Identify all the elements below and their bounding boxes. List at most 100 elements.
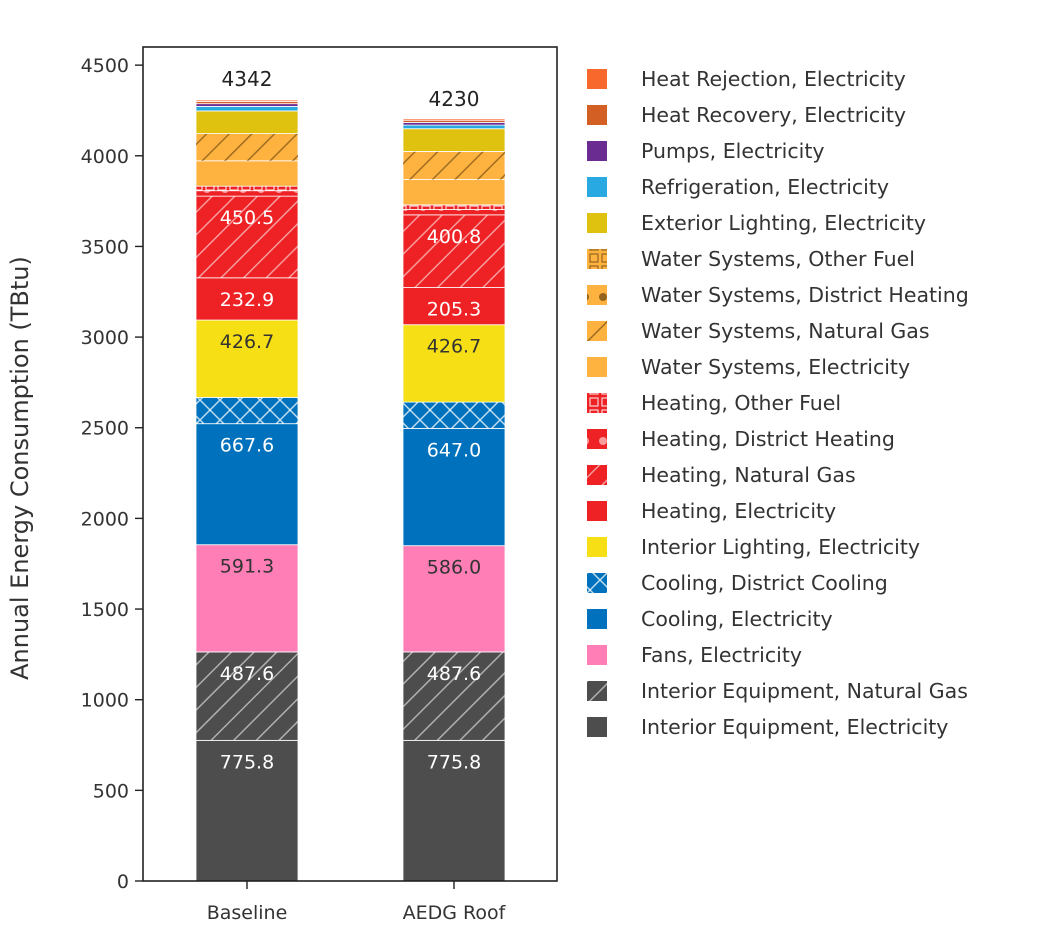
y-axis-label: Annual Energy Consumption (TBtu) (6, 256, 34, 680)
bar-segment-pattern (403, 151, 505, 180)
legend-label: Heating, Other Fuel (641, 391, 841, 415)
legend-label: Heat Recovery, Electricity (641, 103, 906, 127)
plot-frame (142, 46, 558, 882)
legend-swatch (587, 537, 607, 557)
bar-segment (195, 277, 299, 321)
legend-label: Water Systems, Natural Gas (641, 319, 930, 343)
legend-swatch (587, 69, 607, 89)
legend-item: Exterior Lighting, Electricity (587, 211, 926, 235)
bar-segment (402, 128, 506, 152)
y-tick-label: 4500 (81, 55, 129, 77)
legend-item: Interior Equipment, Electricity (587, 715, 948, 739)
legend-label: Cooling, District Cooling (641, 571, 888, 595)
legend-item: Pumps, Electricity (587, 139, 825, 163)
legend-label: Fans, Electricity (641, 643, 802, 667)
data-label: 205.3 (427, 299, 481, 321)
x-axis: Baseline AEDG Roof (207, 881, 507, 924)
legend-item: Heating, District Heating (587, 427, 895, 451)
data-label: 426.7 (427, 336, 481, 358)
bar-segment (195, 105, 299, 112)
legend-swatch-pattern (587, 465, 607, 485)
data-label: 775.8 (427, 751, 481, 773)
y-tick-label: 3500 (81, 236, 129, 258)
bar-totals: 4342 4230 (222, 67, 480, 111)
legend-swatch (587, 177, 607, 197)
data-label: 232.9 (220, 289, 274, 311)
legend-label: Pumps, Electricity (641, 139, 825, 163)
bar-total-label: 4230 (429, 87, 480, 111)
bar-segment (402, 427, 506, 547)
bar-segment (195, 544, 299, 653)
bar-total-label: 4342 (222, 67, 273, 91)
data-label: 487.6 (220, 663, 274, 685)
y-tick-label: 3000 (81, 327, 129, 349)
legend-label: Heat Rejection, Electricity (641, 67, 906, 91)
data-label: 775.8 (220, 751, 274, 773)
data-label: 400.8 (427, 226, 481, 248)
y-tick-label: 500 (93, 780, 129, 802)
y-tick-label: 0 (117, 871, 129, 893)
bar-segment (402, 324, 506, 403)
y-tick-label: 4000 (81, 146, 129, 168)
legend-swatch (587, 501, 607, 521)
legend-label: Heating, Natural Gas (641, 463, 856, 487)
legend-item: Interior Equipment, Natural Gas (587, 679, 968, 703)
legend-item: Cooling, District Cooling (587, 571, 888, 595)
bar-segment (195, 110, 299, 134)
legend-item: Water Systems, Electricity (587, 355, 910, 379)
legend-swatch-pattern (587, 249, 607, 269)
bar-segment-pattern (403, 214, 505, 288)
bar-segment-pattern (403, 204, 505, 210)
bar-segment (195, 99, 299, 102)
bar-segment (402, 287, 506, 326)
bar-segment-pattern (196, 186, 298, 191)
data-label: 586.0 (427, 557, 481, 579)
data-label: 667.6 (220, 435, 274, 457)
bars: 775.8 487.6 591.3 667.6 426.7 232.9 450.5 775.8… (195, 99, 506, 882)
bar-segment (195, 103, 299, 107)
legend-item: Cooling, Electricity (587, 607, 833, 631)
legend-item: Refrigeration, Electricity (587, 175, 889, 199)
legend-swatch-pattern (587, 429, 607, 449)
bar-segment (402, 739, 506, 882)
bar-segment (402, 545, 506, 653)
legend-swatch-pattern (587, 573, 607, 593)
legend-item: Heating, Electricity (587, 499, 836, 523)
legend-swatch (587, 645, 607, 665)
legend-item: Water Systems, Natural Gas (587, 319, 930, 343)
bar-segment-pattern (196, 397, 298, 424)
bar-segment-pattern (196, 133, 298, 161)
legend-label: Exterior Lighting, Electricity (641, 211, 926, 235)
legend-swatch-pattern (587, 321, 607, 341)
legend-swatch (587, 357, 607, 377)
legend-swatch (587, 141, 607, 161)
legend-label: Heating, District Heating (641, 427, 895, 451)
legend-label: Interior Equipment, Natural Gas (641, 679, 968, 703)
legend-item: Heating, Other Fuel (587, 391, 841, 415)
legend-swatch-pattern (587, 681, 607, 701)
legend-label: Water Systems, District Heating (641, 283, 969, 307)
data-label: 647.0 (427, 439, 481, 461)
y-tick-label: 1500 (81, 599, 129, 621)
bar-segment-pattern (403, 209, 505, 215)
legend-item: Heating, Natural Gas (587, 463, 856, 487)
bar-segment (402, 179, 506, 206)
legend-label: Cooling, Electricity (641, 607, 833, 631)
legend-label: Water Systems, Other Fuel (641, 247, 915, 271)
bar-segment-pattern (403, 402, 505, 429)
bar-segment-pattern (403, 651, 505, 741)
legend-swatch (587, 609, 607, 629)
legend-label: Refrigeration, Electricity (641, 175, 889, 199)
legend-swatch (587, 105, 607, 125)
data-label: 450.5 (220, 207, 274, 229)
legend-swatch-pattern (587, 285, 607, 305)
bar-segment-pattern (196, 190, 298, 197)
data-label: 487.6 (427, 663, 481, 685)
y-tick-label: 2000 (81, 508, 129, 530)
x-tick-label: Baseline (207, 902, 288, 924)
bar-segment-pattern (196, 196, 298, 278)
legend-swatch (587, 213, 607, 233)
legend-item: Interior Lighting, Electricity (587, 535, 920, 559)
legend-item: Heat Recovery, Electricity (587, 103, 906, 127)
